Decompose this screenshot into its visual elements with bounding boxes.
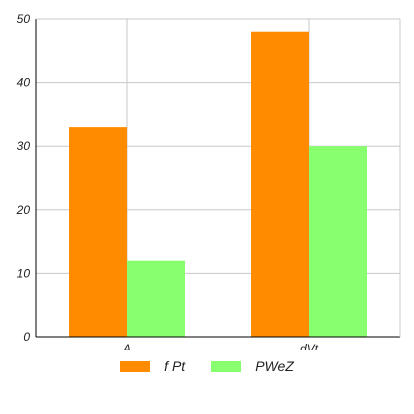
y-tick-label: 10 bbox=[17, 266, 31, 280]
legend-swatch-series-2 bbox=[211, 360, 242, 372]
legend-item-series-2: PWeZ bbox=[211, 358, 294, 374]
y-tick-label: 40 bbox=[17, 76, 31, 90]
y-tick-label: 20 bbox=[16, 203, 31, 217]
x-category-label: dVt bbox=[300, 342, 319, 350]
y-tick-label: 30 bbox=[17, 139, 31, 153]
legend: f Pt PWeZ bbox=[0, 358, 414, 374]
y-tick-label: 50 bbox=[17, 12, 31, 26]
bar bbox=[309, 146, 367, 337]
y-axis-ticks: 0 10 20 30 40 50 bbox=[16, 12, 31, 344]
bars bbox=[69, 31, 367, 338]
legend-item-series-1: f Pt bbox=[120, 358, 185, 374]
y-tick-label: 0 bbox=[23, 330, 30, 344]
legend-label-series-1: f Pt bbox=[164, 358, 186, 374]
bar bbox=[69, 127, 127, 338]
legend-swatch-series-1 bbox=[120, 360, 151, 372]
bar bbox=[251, 31, 309, 337]
axes bbox=[35, 18, 401, 338]
x-category-label: A bbox=[122, 342, 131, 350]
legend-label-series-2: PWeZ bbox=[255, 358, 294, 374]
bar bbox=[127, 260, 185, 337]
